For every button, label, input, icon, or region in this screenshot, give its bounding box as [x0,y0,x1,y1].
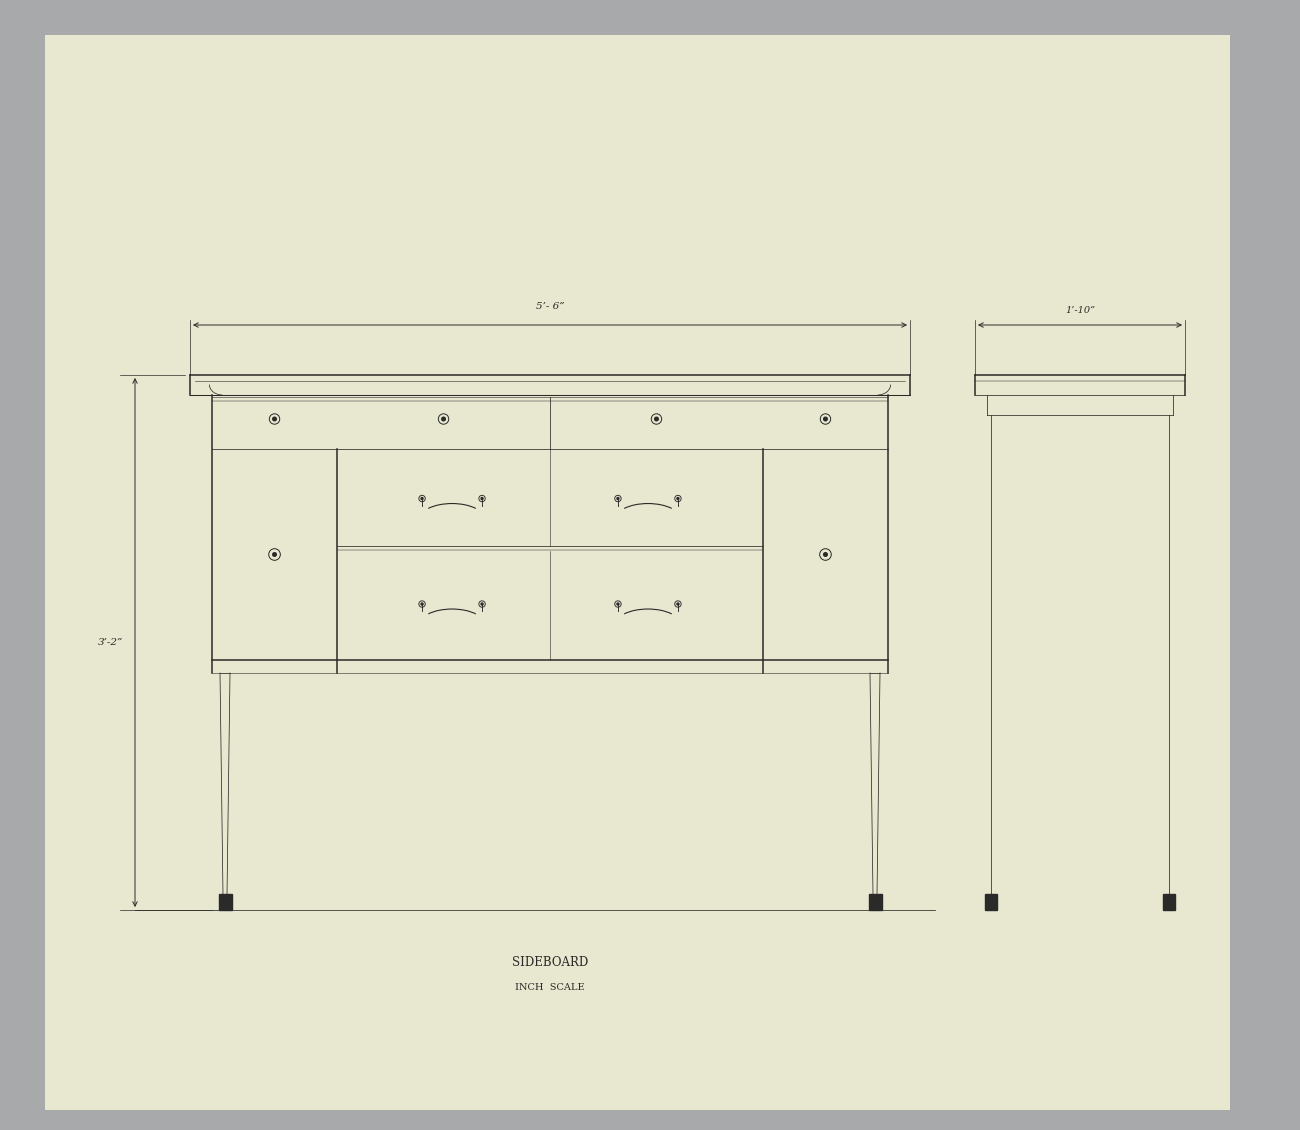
Circle shape [655,417,658,420]
Circle shape [481,497,484,499]
Text: 1’-10”: 1’-10” [1065,306,1095,315]
Polygon shape [1164,894,1175,910]
Circle shape [421,497,422,499]
Circle shape [618,603,619,605]
Text: 3’-2”: 3’-2” [98,638,124,647]
Circle shape [273,417,277,420]
Circle shape [824,417,827,420]
Polygon shape [218,894,231,910]
Text: INCH  SCALE: INCH SCALE [515,982,585,991]
Circle shape [824,553,827,556]
Circle shape [677,497,679,499]
Circle shape [421,603,422,605]
Text: SIDEBOARD: SIDEBOARD [512,956,588,968]
Circle shape [273,553,277,556]
Circle shape [677,603,679,605]
Polygon shape [985,894,997,910]
Text: 5’- 6”: 5’- 6” [536,302,564,311]
Circle shape [481,603,484,605]
Polygon shape [868,894,881,910]
Circle shape [442,417,446,420]
Circle shape [618,497,619,499]
